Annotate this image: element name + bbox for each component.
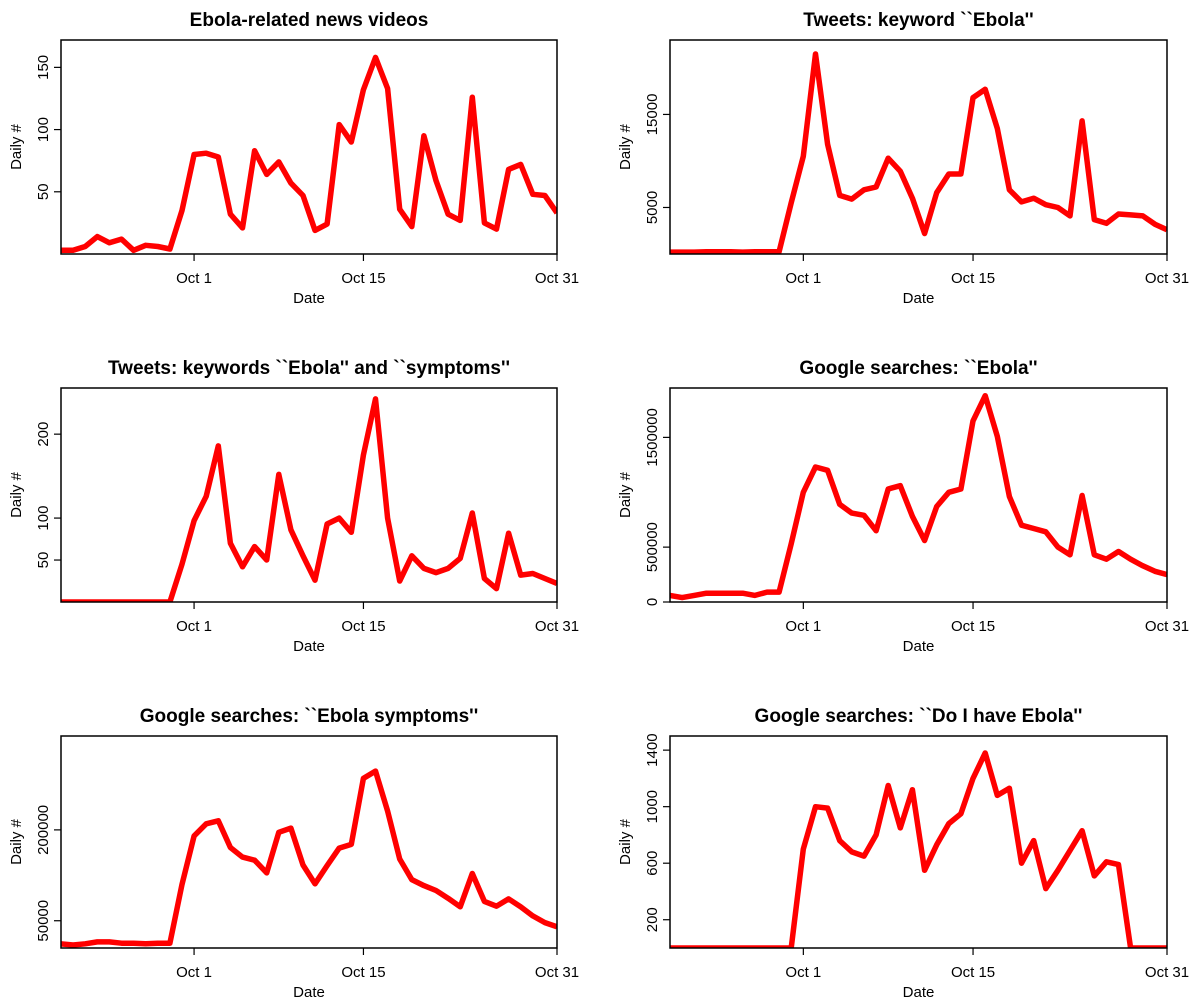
chart-5-xtick-label-2: Oct 15 — [341, 964, 385, 981]
chart-6-xtick-label-3: Oct 31 — [1145, 964, 1189, 981]
chart-2-ytick-label-2: 15000 — [644, 94, 661, 136]
chart-1-xlabel: Date — [293, 290, 325, 307]
chart-6-xtick-label-1: Oct 1 — [785, 964, 821, 981]
chart-3-series-line — [61, 396, 557, 602]
chart-6-plot-frame — [669, 735, 1168, 949]
chart-2-title: Tweets: keyword ``Ebola'' — [803, 10, 1033, 31]
chart-5-xtick-label-1: Oct 1 — [176, 964, 212, 981]
chart-6-ytick-label-2: 600 — [644, 851, 661, 876]
chart-1-plot-frame — [60, 39, 558, 255]
chart-3-xtick-label-2: Oct 15 — [341, 618, 385, 635]
chart-2-xlabel: Date — [903, 290, 935, 307]
chart-3-panel: Tweets: keywords ``Ebola'' and ``symptom… — [8, 358, 579, 655]
chart-3-plot-frame — [60, 387, 558, 603]
chart-5-ytick-label-2: 200000 — [35, 805, 52, 855]
chart-3-xtick-label-3: Oct 31 — [535, 618, 579, 635]
chart-4-ytick-label-1: 0 — [644, 598, 661, 606]
chart-4-ylabel: Daily # — [617, 471, 634, 518]
chart-1-xtick-label-1: Oct 1 — [176, 270, 212, 287]
chart-4-xtick-label-2: Oct 15 — [951, 618, 995, 635]
chart-4-xlabel: Date — [903, 638, 935, 655]
chart-1-series-line — [61, 54, 557, 254]
chart-5-title: Google searches: ``Ebola symptoms'' — [140, 706, 478, 727]
chart-2-series-line — [670, 51, 1167, 254]
chart-1-panel: Ebola-related news videos Daily # Date Oct … — [8, 10, 579, 307]
chart-1-title: Ebola-related news videos — [190, 10, 429, 31]
chart-2-xtick-label-2: Oct 15 — [951, 270, 995, 287]
chart-5-ylabel: Daily # — [8, 818, 25, 865]
chart-2-ylabel: Daily # — [617, 123, 634, 170]
chart-4-ytick-label-2: 500000 — [644, 522, 661, 572]
chart-2-ytick-label-1: 5000 — [644, 191, 661, 224]
chart-3-ytick-label-2: 100 — [35, 506, 52, 531]
chart-6-ytick-label-3: 1000 — [644, 790, 661, 823]
chart-1-ytick-label-1: 50 — [35, 183, 52, 200]
chart-1-ytick-label-3: 150 — [35, 55, 52, 80]
chart-6-title: Google searches: ``Do I have Ebola'' — [755, 706, 1083, 727]
chart-3-xtick-label-1: Oct 1 — [176, 618, 212, 635]
chart-3-title: Tweets: keywords ``Ebola'' and ``symptom… — [108, 358, 510, 379]
chart-2-panel: Tweets: keyword ``Ebola'' Daily # Date Oct … — [617, 10, 1189, 307]
chart-4-panel: Google searches: ``Ebola'' Daily # Date Oct… — [617, 358, 1189, 655]
chart-3-ylabel: Daily # — [8, 471, 25, 518]
chart-4-xtick-label-1: Oct 1 — [785, 618, 821, 635]
chart-1-ytick-label-2: 100 — [35, 117, 52, 142]
chart-2-plot-frame — [669, 39, 1168, 255]
chart-6-xtick-label-2: Oct 15 — [951, 964, 995, 981]
chart-4-series-line — [670, 392, 1167, 601]
chart-5-xlabel: Date — [293, 984, 325, 1001]
chart-2-xtick-label-3: Oct 31 — [1145, 270, 1189, 287]
chart-5-plot-frame — [60, 735, 558, 949]
chart-3-xlabel: Date — [293, 638, 325, 655]
chart-4-xtick-label-3: Oct 31 — [1145, 618, 1189, 635]
chart-4-title: Google searches: ``Ebola'' — [799, 358, 1037, 379]
chart-6-ytick-label-4: 1400 — [644, 733, 661, 766]
chart-5-xtick-label-3: Oct 31 — [535, 964, 579, 981]
chart-2-xtick-label-1: Oct 1 — [785, 270, 821, 287]
chart-6-series-line — [670, 750, 1167, 948]
chart-5-panel: Google searches: ``Ebola symptoms'' Daily… — [8, 706, 579, 1001]
chart-6-ytick-label-1: 200 — [644, 907, 661, 932]
chart-5-ytick-label-1: 50000 — [35, 900, 52, 942]
chart-6-panel: Google searches: ``Do I have Ebola'' Dail… — [617, 706, 1189, 1001]
chart-1-xtick-label-3: Oct 31 — [535, 270, 579, 287]
chart-5-series-line — [61, 768, 557, 948]
chart-3-ytick-label-1: 50 — [35, 552, 52, 569]
chart-1-ylabel: Daily # — [8, 123, 25, 170]
chart-1-xtick-label-2: Oct 15 — [341, 270, 385, 287]
chart-3-ytick-label-3: 200 — [35, 422, 52, 447]
chart-6-ylabel: Daily # — [617, 818, 634, 865]
chart-4-ytick-label-3: 1500000 — [644, 408, 661, 466]
chart-4-plot-frame — [669, 387, 1168, 603]
chart-6-xlabel: Date — [903, 984, 935, 1001]
